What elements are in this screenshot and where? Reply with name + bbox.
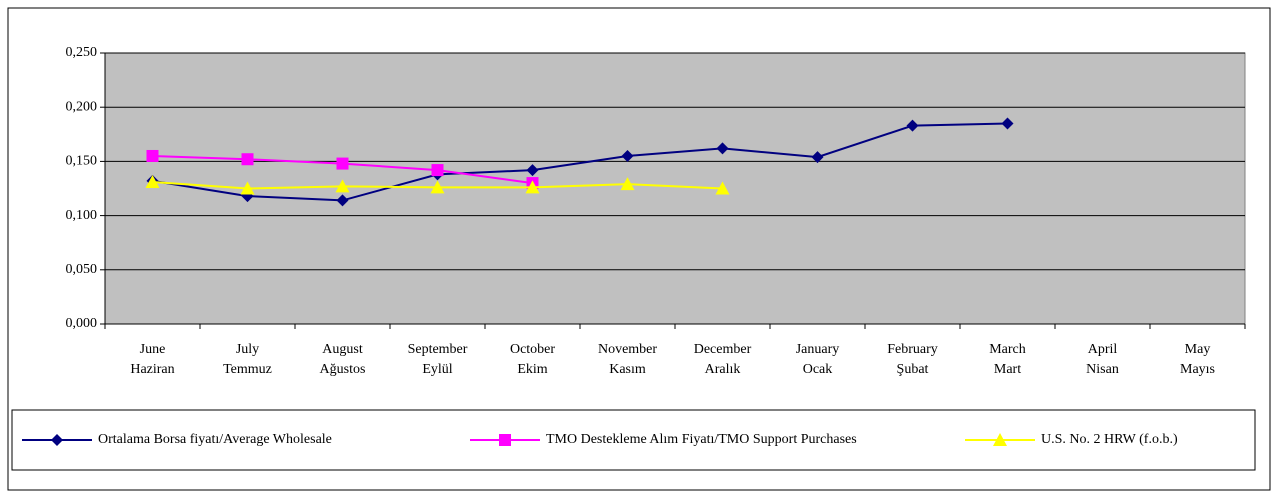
x-tick-label: Haziran [130, 362, 174, 377]
marker [431, 164, 444, 177]
marker [525, 180, 540, 194]
x-tick-label: Şubat [897, 362, 929, 377]
x-tick-label: Temmuz [223, 362, 272, 377]
x-tick-label: April [1088, 342, 1118, 357]
legend-label: U.S. No. 2 HRW (f.o.b.) [1041, 432, 1178, 447]
marker [1001, 117, 1014, 130]
series-line [152, 122, 1008, 202]
marker [145, 174, 160, 188]
marker [336, 194, 349, 207]
marker [906, 119, 919, 132]
legend-label: TMO Destekleme Alım Fiyatı/TMO Support P… [546, 432, 857, 447]
y-tick-label: 0,050 [66, 262, 98, 277]
marker [499, 434, 511, 446]
marker [335, 179, 350, 193]
x-tick-label: July [236, 342, 259, 357]
marker [146, 149, 159, 162]
x-tick-label: February [887, 342, 938, 357]
y-tick-label: 0,000 [66, 316, 98, 331]
x-tick-label: December [694, 342, 752, 357]
x-tick-label: September [408, 342, 468, 357]
marker [526, 164, 539, 177]
x-tick-label: Ekim [517, 362, 547, 377]
marker [621, 149, 634, 162]
marker [336, 157, 349, 170]
x-tick-label: Ağustos [320, 362, 366, 377]
marker [993, 433, 1007, 446]
x-tick-label: August [322, 342, 363, 357]
x-tick-label: Mart [994, 362, 1021, 377]
x-tick-label: May [1185, 342, 1211, 357]
legend-box [11, 409, 1256, 471]
x-tick-label: Kasım [609, 362, 646, 377]
x-tick-label: Mayıs [1180, 362, 1215, 377]
marker [716, 142, 729, 155]
x-tick-label: Ocak [803, 362, 833, 377]
x-tick-label: January [796, 342, 840, 357]
marker [51, 434, 63, 446]
marker [620, 177, 635, 191]
x-tick-label: Aralık [705, 362, 741, 377]
y-tick-label: 0,200 [66, 99, 98, 114]
x-tick-label: March [989, 342, 1026, 357]
marker [241, 153, 254, 166]
marker [811, 151, 824, 164]
legend-label: Ortalama Borsa fiyatı/Average Wholesale [98, 432, 332, 447]
marker [240, 181, 255, 195]
y-tick-label: 0,150 [66, 154, 98, 169]
x-tick-label: June [140, 342, 166, 357]
x-tick-label: Nisan [1086, 362, 1119, 377]
x-tick-label: Eylül [422, 362, 452, 377]
marker [430, 180, 445, 194]
x-tick-label: November [598, 342, 657, 357]
x-tick-label: October [510, 342, 555, 357]
marker [715, 181, 730, 195]
y-tick-label: 0,250 [66, 45, 98, 60]
y-tick-label: 0,100 [66, 208, 98, 223]
